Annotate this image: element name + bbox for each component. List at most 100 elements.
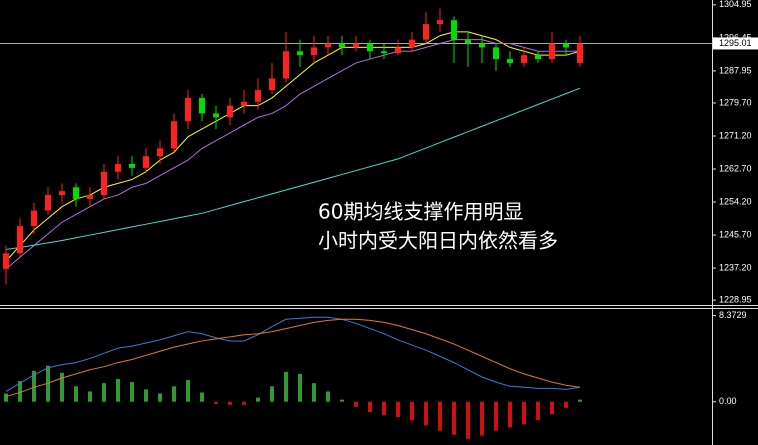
- candle-body: [3, 253, 9, 269]
- candle-body: [437, 20, 443, 25]
- histogram-bar: [564, 401, 568, 408]
- candle-body: [143, 156, 149, 168]
- histogram-bar: [550, 401, 554, 415]
- histogram-bar: [536, 401, 540, 421]
- candle-body: [87, 195, 93, 199]
- candle-body: [451, 20, 457, 40]
- price-label-box: [713, 37, 758, 50]
- candle-body: [465, 39, 471, 44]
- candle-body: [311, 47, 317, 56]
- y-tick-label: 1228.95: [719, 295, 752, 305]
- histogram-bar: [508, 401, 512, 428]
- histogram-bar: [326, 391, 330, 402]
- candle-body: [353, 43, 359, 48]
- candle-body: [577, 43, 583, 63]
- y-tick-label: 1237.20: [719, 262, 752, 272]
- candle-body: [269, 78, 275, 91]
- histogram-bar: [186, 380, 190, 402]
- histogram-bar: [130, 382, 134, 402]
- y-tick-label: 1296.45: [719, 32, 752, 42]
- candle-body: [423, 24, 429, 40]
- ma-line: [5, 318, 581, 398]
- histogram-bar: [228, 401, 232, 405]
- histogram-bar: [368, 401, 372, 413]
- ma-line: [5, 87, 581, 250]
- ma-line: [5, 39, 580, 270]
- histogram-bar: [438, 401, 442, 431]
- histogram-bar: [312, 383, 316, 402]
- candle-body: [45, 195, 51, 211]
- histogram-bar: [340, 399, 344, 402]
- histogram-bar: [116, 379, 120, 402]
- histogram-bar: [88, 391, 92, 402]
- y-tick-label: 1304.95: [719, 0, 752, 9]
- y-tick-label: 1271.20: [719, 130, 752, 140]
- histogram-bar: [102, 383, 106, 402]
- candle-body: [255, 90, 261, 102]
- histogram-bar: [424, 401, 428, 426]
- histogram-bar: [480, 401, 484, 436]
- histogram-bar: [466, 401, 470, 439]
- candle-body: [563, 43, 569, 48]
- candle-body: [381, 51, 387, 54]
- histogram-bar: [270, 386, 274, 402]
- histogram-bar: [382, 401, 386, 416]
- candle-body: [409, 39, 415, 48]
- candle-body: [367, 43, 373, 52]
- y-tick-label: 0.00: [719, 396, 737, 406]
- histogram-bar: [4, 393, 8, 402]
- histogram-bar: [410, 401, 414, 421]
- candle-body: [325, 43, 331, 48]
- y-tick-label: 8.3729: [719, 310, 747, 320]
- candle-body: [549, 43, 555, 60]
- histogram-bar: [578, 399, 582, 402]
- annotation: 60期均线支撑作用明显: [318, 200, 523, 224]
- histogram-bar: [522, 401, 526, 425]
- candle-body: [101, 171, 107, 196]
- candle-body: [297, 51, 303, 56]
- histogram-bar: [298, 373, 302, 402]
- candle-body: [241, 101, 247, 106]
- histogram-bar: [172, 386, 176, 402]
- annotation: 小时内受大阳日内依然看多: [318, 229, 558, 253]
- y-tick-label: 1287.95: [719, 65, 752, 75]
- histogram-bar: [60, 372, 64, 402]
- candle-body: [185, 97, 191, 122]
- histogram-bar: [74, 386, 78, 402]
- histogram-bar: [32, 370, 36, 402]
- candle-body: [227, 105, 233, 118]
- y-tick-label: 1262.70: [719, 163, 752, 173]
- histogram-bar: [242, 401, 246, 405]
- candle-body: [283, 51, 289, 79]
- histogram-bar: [18, 381, 22, 402]
- candle-body: [521, 55, 527, 63]
- candle-body: [115, 163, 121, 172]
- histogram-bar: [494, 401, 498, 431]
- histogram-bar: [144, 389, 148, 402]
- candle-body: [493, 47, 499, 60]
- candle-body: [157, 148, 163, 157]
- histogram-bar: [256, 397, 260, 402]
- candle-body: [129, 163, 135, 168]
- histogram-bar: [214, 401, 218, 404]
- histogram-bar: [200, 392, 204, 402]
- y-tick-label: 1254.20: [719, 196, 752, 206]
- histogram-bar: [158, 393, 162, 402]
- candle-body: [59, 191, 65, 196]
- histogram-bar: [284, 371, 288, 402]
- candle-body: [213, 113, 219, 118]
- candle-body: [479, 43, 485, 48]
- y-tick-label: 1279.70: [719, 97, 752, 107]
- histogram-bar: [396, 401, 400, 418]
- candle-body: [395, 47, 401, 54]
- price-label: 1295.01: [719, 38, 752, 48]
- candle-body: [507, 59, 513, 63]
- y-tick-label: 1245.70: [719, 229, 752, 239]
- ma-line: [5, 316, 581, 392]
- candle-body: [535, 55, 541, 60]
- candle-body: [171, 121, 177, 149]
- candle-body: [73, 187, 79, 199]
- histogram-bar: [354, 401, 358, 407]
